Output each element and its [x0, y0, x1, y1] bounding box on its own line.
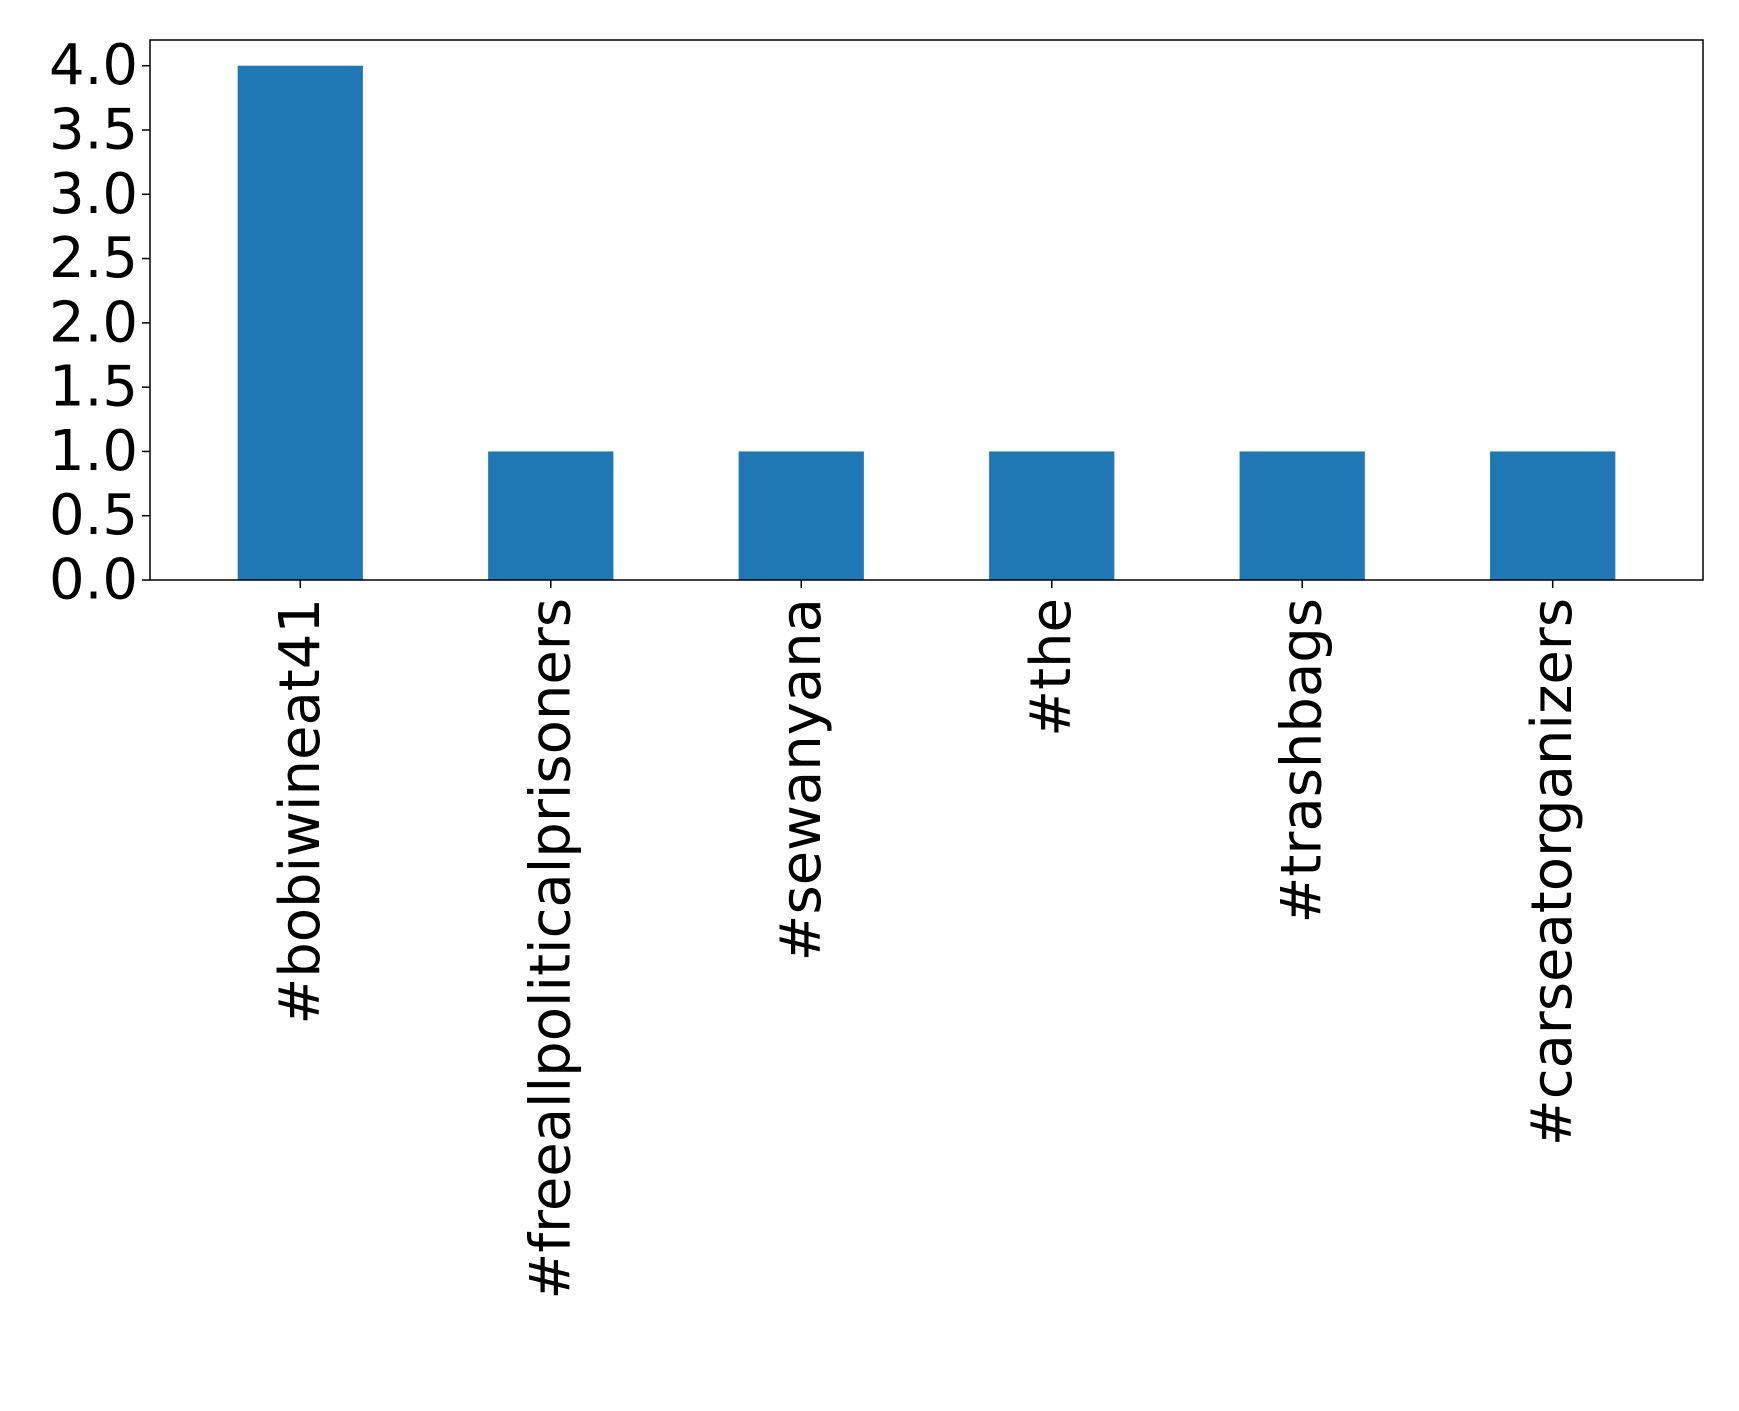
plot-frame — [149, 39, 1704, 581]
y-axis: 0.00.51.01.52.02.53.03.54.0 — [49, 33, 150, 613]
y-tick-label: 0.5 — [49, 483, 138, 548]
y-tick-label: 1.5 — [49, 355, 138, 420]
bar — [738, 451, 864, 580]
bar — [1490, 451, 1616, 580]
y-tick-label: 0.0 — [49, 548, 138, 613]
y-tick-label: 1.0 — [49, 419, 138, 484]
bar — [237, 65, 363, 580]
x-tick-label: #carseatorganizers — [1520, 598, 1585, 1146]
x-tick-label: #bobiwineat41 — [268, 598, 333, 1025]
y-tick-label: 3.0 — [49, 162, 138, 227]
bars-group — [237, 65, 1616, 580]
x-tick-label: #sewanyana — [769, 598, 834, 961]
x-tick-label: #freeallpoliticalprisoners — [518, 598, 583, 1300]
bar — [488, 451, 614, 580]
y-tick-label: 4.0 — [49, 33, 138, 98]
x-axis: #bobiwineat41 #freeallpoliticalprisoners #… — [268, 580, 1585, 1300]
bar — [989, 451, 1115, 580]
y-tick-label: 3.5 — [49, 98, 138, 163]
bar — [1239, 451, 1365, 580]
x-tick-label: #the — [1019, 598, 1084, 737]
y-tick-label: 2.0 — [49, 290, 138, 355]
x-tick-label: #trashbags — [1270, 598, 1335, 923]
y-tick-label: 2.5 — [49, 226, 138, 291]
